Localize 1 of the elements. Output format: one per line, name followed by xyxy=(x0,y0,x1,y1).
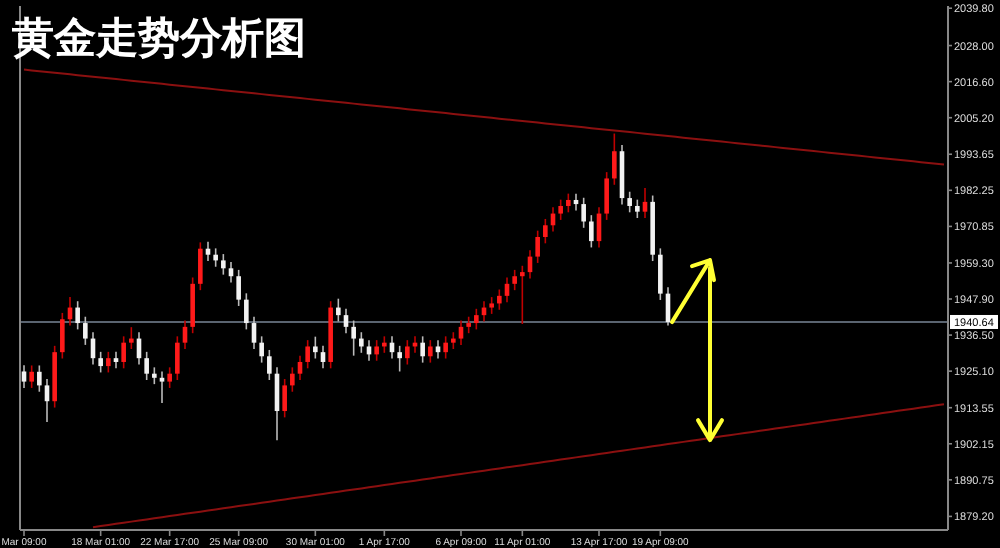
chart-title: 黄金走势分析图 xyxy=(10,12,306,62)
